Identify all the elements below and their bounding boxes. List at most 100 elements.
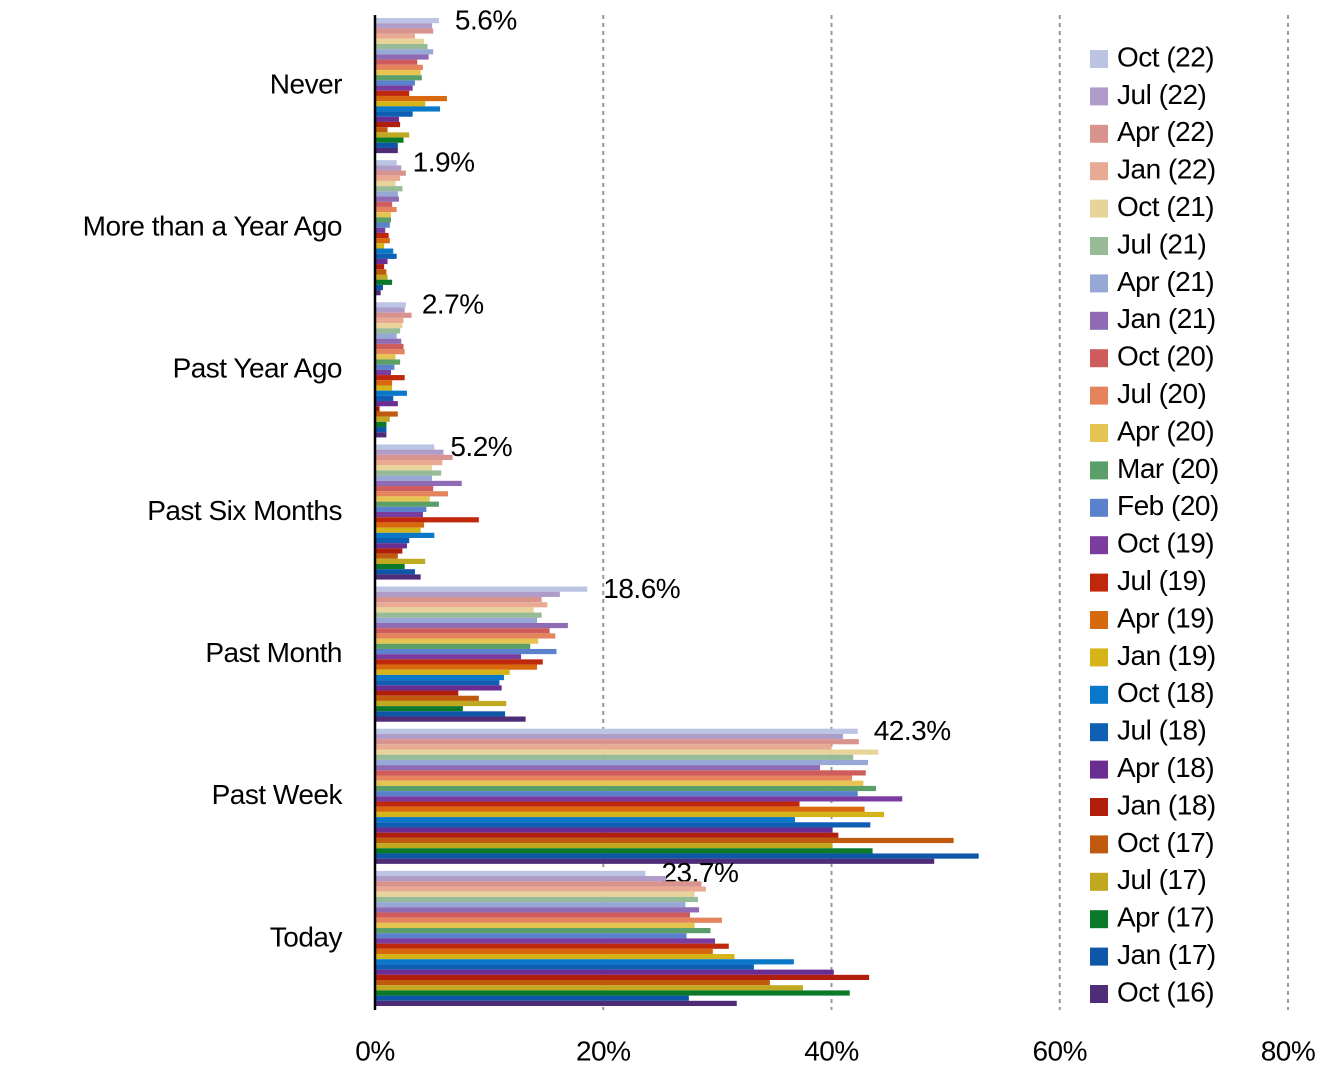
bar (375, 132, 410, 138)
bar (375, 817, 795, 823)
bar (375, 586, 588, 592)
bar (375, 811, 884, 818)
bar (375, 749, 879, 755)
bar (375, 64, 423, 70)
bar (375, 827, 833, 833)
x-tick-label: 40% (804, 1035, 859, 1066)
bar (375, 33, 415, 39)
bar (375, 253, 397, 259)
bar (375, 333, 397, 339)
bar (375, 948, 713, 955)
legend-swatch (1090, 349, 1108, 368)
bar (375, 553, 398, 559)
bar (375, 460, 443, 466)
legend-label: Apr (20) (1117, 415, 1214, 446)
bar (375, 302, 406, 308)
bar (375, 685, 502, 691)
y-tick-label: Past Week (212, 779, 344, 810)
legend-swatch (1090, 461, 1108, 480)
data-label: 18.6% (603, 573, 680, 604)
bar (375, 323, 403, 329)
bar (375, 739, 859, 745)
data-label: 42.3% (874, 715, 951, 746)
y-tick-label: More than a Year Ago (83, 211, 342, 242)
bar (375, 170, 406, 176)
y-tick-label: Past Six Months (147, 495, 342, 526)
bar (375, 770, 866, 776)
bar (375, 69, 421, 76)
bar (375, 106, 441, 112)
bar (375, 943, 729, 949)
data-label: 5.2% (450, 431, 512, 462)
bar (375, 390, 407, 396)
bar (375, 160, 397, 166)
bar (375, 832, 839, 838)
bar (375, 328, 401, 334)
x-tick-label: 80% (1261, 1035, 1316, 1066)
bar (375, 591, 560, 597)
bar (375, 248, 394, 254)
legend-swatch (1090, 760, 1108, 779)
bar (375, 574, 421, 580)
legend-label: Jul (17) (1117, 864, 1206, 895)
bar (375, 870, 646, 877)
bar (375, 848, 873, 854)
bar (375, 801, 800, 807)
bar (375, 990, 850, 996)
bar (375, 974, 870, 981)
legend-swatch (1090, 910, 1108, 929)
bar (375, 806, 865, 812)
bar (375, 54, 429, 60)
bar (375, 196, 399, 202)
legend-label: Apr (21) (1117, 266, 1214, 297)
bar (375, 380, 393, 386)
legend-swatch (1090, 50, 1108, 68)
bar (375, 954, 735, 960)
legend-label: Jul (20) (1117, 378, 1206, 409)
legend-swatch (1090, 87, 1108, 106)
bar (375, 279, 393, 285)
bar (375, 274, 388, 280)
bar (375, 101, 426, 107)
x-tick-label: 60% (1032, 1035, 1087, 1066)
bar (375, 165, 402, 171)
legend-label: Jan (19) (1117, 640, 1216, 671)
bar (375, 343, 404, 350)
legend-label: Oct (20) (1117, 341, 1214, 372)
legend-swatch (1090, 685, 1108, 704)
bar (375, 517, 479, 523)
legend-swatch (1090, 311, 1108, 330)
bar (375, 543, 407, 549)
bar (375, 421, 387, 428)
bar (375, 617, 538, 623)
legend-label: Oct (22) (1117, 41, 1214, 72)
bar (375, 891, 695, 897)
y-tick-label: Today (270, 921, 343, 952)
bar (375, 695, 479, 701)
bar (375, 127, 388, 133)
bar (375, 217, 391, 223)
bar (375, 264, 385, 270)
bar (375, 142, 398, 148)
bar (375, 522, 425, 528)
legend-swatch (1090, 424, 1108, 442)
bar (375, 354, 396, 360)
bar (375, 75, 422, 81)
data-label: 1.9% (413, 147, 475, 178)
bar (375, 90, 410, 96)
bar (375, 917, 722, 923)
legend-swatch (1090, 386, 1108, 405)
legend-label: Jul (21) (1117, 228, 1206, 259)
bar (375, 496, 430, 502)
bar (375, 238, 390, 244)
bar (375, 307, 405, 313)
bar (375, 95, 447, 102)
bar (375, 191, 398, 197)
bar (375, 385, 393, 391)
legend-label: Apr (17) (1117, 902, 1214, 933)
bar (375, 369, 391, 376)
bar (375, 85, 413, 91)
bar (375, 49, 434, 55)
bar (375, 912, 690, 918)
